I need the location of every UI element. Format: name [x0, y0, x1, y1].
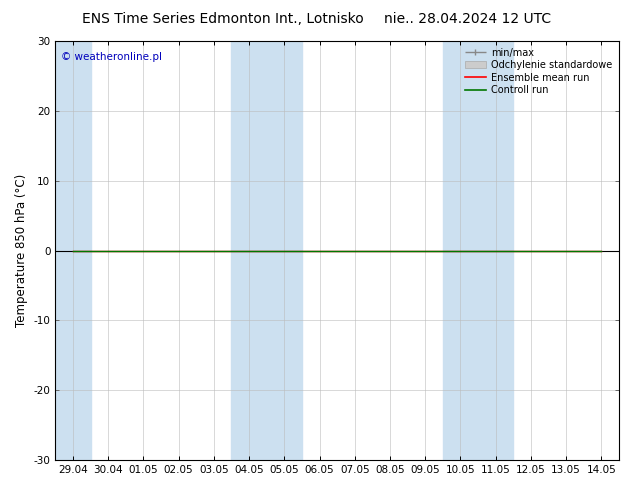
- Text: nie.. 28.04.2024 12 UTC: nie.. 28.04.2024 12 UTC: [384, 12, 552, 26]
- Bar: [231, 41, 302, 460]
- Text: ENS Time Series Edmonton Int., Lotnisko: ENS Time Series Edmonton Int., Lotnisko: [82, 12, 364, 26]
- Text: © weatheronline.pl: © weatheronline.pl: [61, 51, 162, 62]
- Legend: min/max, Odchylenie standardowe, Ensemble mean run, Controll run: min/max, Odchylenie standardowe, Ensembl…: [463, 46, 614, 97]
- Y-axis label: Temperature 850 hPa (°C): Temperature 850 hPa (°C): [15, 174, 28, 327]
- Bar: [55, 41, 91, 460]
- Bar: [443, 41, 514, 460]
